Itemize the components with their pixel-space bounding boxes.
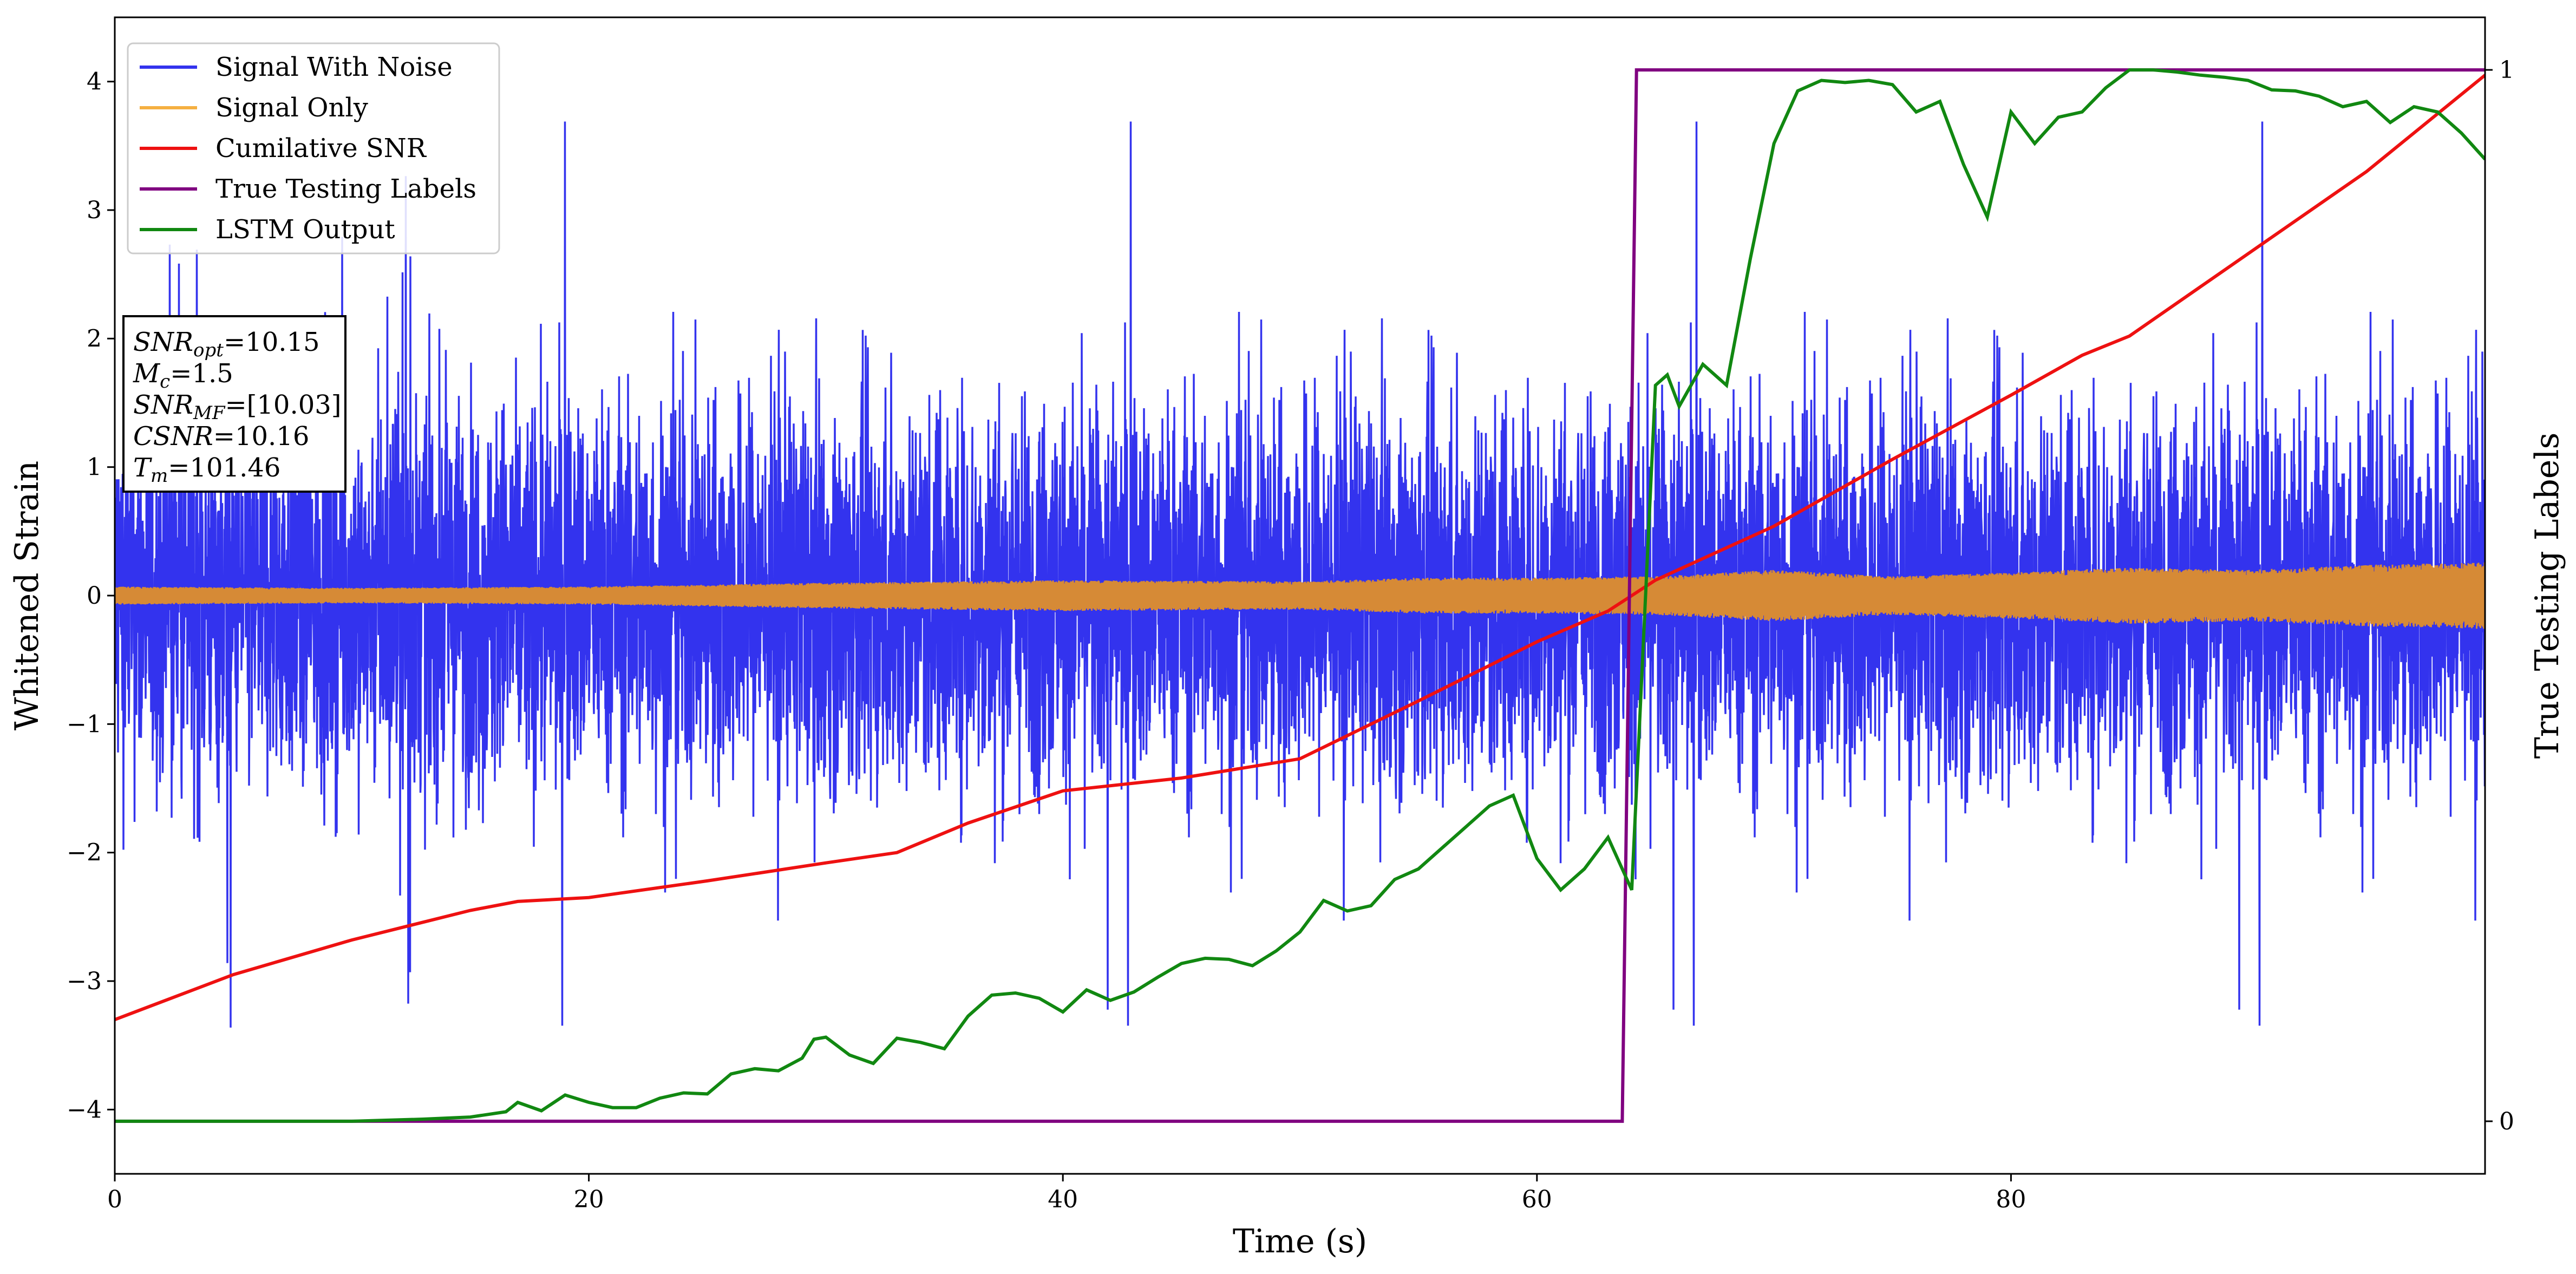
y-axis-right: 01 bbox=[2485, 56, 2514, 1135]
series-signal-only bbox=[115, 562, 2485, 629]
info-box-line: SNRMF=[10.03] bbox=[133, 390, 342, 424]
info-box-line: SNRopt=10.15 bbox=[133, 327, 320, 361]
legend-label: Signal With Noise bbox=[215, 52, 453, 82]
info-box-frame bbox=[122, 315, 346, 493]
series-signal-with-noise bbox=[115, 121, 2485, 1028]
y-right-tick-label: 1 bbox=[2499, 56, 2514, 84]
y-tick-label: 4 bbox=[87, 68, 102, 96]
info-box-line: CSNR=10.16 bbox=[133, 421, 309, 452]
y-axis-right-label: True Testing Labels bbox=[2528, 433, 2566, 759]
x-tick-label: 0 bbox=[107, 1186, 122, 1213]
y-axis-label: Whitened Strain bbox=[8, 461, 46, 730]
x-tick-label: 60 bbox=[1522, 1186, 1552, 1213]
info-box-line: Tm=101.46 bbox=[133, 453, 280, 487]
legend-label: Signal Only bbox=[215, 93, 368, 123]
x-axis: 0 20 40 60 80 bbox=[107, 1174, 2026, 1213]
y-tick-label: −1 bbox=[67, 710, 102, 738]
legend-label: Cumilative SNR bbox=[215, 133, 427, 164]
series-layer bbox=[115, 68, 2485, 1123]
y-tick-label: −3 bbox=[67, 968, 102, 995]
legend-label: True Testing Labels bbox=[215, 174, 476, 204]
legend-box bbox=[127, 42, 500, 254]
y-tick-label: −2 bbox=[67, 839, 102, 867]
x-tick-label: 40 bbox=[1048, 1186, 1078, 1213]
series-cumilative-snr bbox=[115, 74, 2485, 1022]
y-right-tick-label: 0 bbox=[2499, 1108, 2514, 1135]
y-tick-label: −4 bbox=[67, 1096, 102, 1123]
series-lstm-output bbox=[115, 68, 2485, 1123]
y-tick-label: 1 bbox=[87, 454, 102, 481]
y-tick-label: 3 bbox=[87, 197, 102, 224]
y-tick-label: 2 bbox=[87, 325, 102, 352]
info-box: SNRopt=10.15Mc=1.5SNRMF=[10.03]CSNR=10.1… bbox=[122, 315, 346, 493]
legend: Signal With Noise Signal Only Cumilative S… bbox=[127, 42, 500, 254]
series-true-testing-labels bbox=[115, 68, 2485, 1123]
x-axis-label: Time (s) bbox=[1233, 1223, 1367, 1260]
y-tick-label: 0 bbox=[87, 582, 102, 610]
y-axis-left: −4 −3 −2 −1 0 1 2 3 4 bbox=[67, 68, 115, 1123]
legend-label: LSTM Output bbox=[215, 214, 395, 245]
x-tick-label: 80 bbox=[1996, 1186, 2026, 1213]
x-tick-label: 20 bbox=[574, 1186, 604, 1213]
info-box-line: Mc=1.5 bbox=[133, 358, 233, 393]
